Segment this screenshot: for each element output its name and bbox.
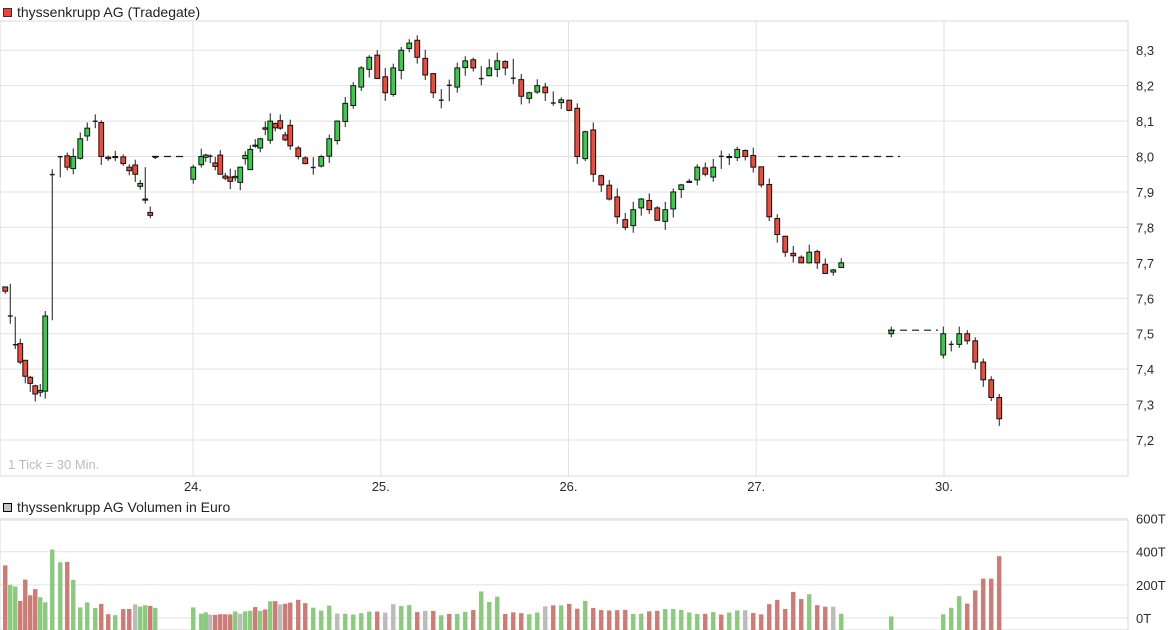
svg-text:8,0: 8,0 (1136, 150, 1154, 165)
svg-text:400T: 400T (1136, 545, 1166, 560)
svg-text:26.: 26. (559, 479, 577, 494)
svg-text:7,9: 7,9 (1136, 185, 1154, 200)
svg-text:27.: 27. (747, 479, 765, 494)
svg-text:7,5: 7,5 (1136, 327, 1154, 342)
svg-text:8,2: 8,2 (1136, 79, 1154, 94)
svg-text:7,2: 7,2 (1136, 433, 1154, 448)
svg-text:7,4: 7,4 (1136, 362, 1154, 377)
svg-text:0T: 0T (1136, 611, 1151, 626)
svg-text:7,3: 7,3 (1136, 398, 1154, 413)
svg-text:30.: 30. (935, 479, 953, 494)
svg-text:25.: 25. (372, 479, 390, 494)
svg-text:200T: 200T (1136, 578, 1166, 593)
svg-text:600T: 600T (1136, 512, 1166, 527)
svg-text:24.: 24. (184, 479, 202, 494)
svg-text:7,7: 7,7 (1136, 256, 1154, 271)
svg-text:8,3: 8,3 (1136, 43, 1154, 58)
svg-text:1 Tick = 30 Min.: 1 Tick = 30 Min. (8, 457, 99, 472)
svg-text:7,8: 7,8 (1136, 220, 1154, 235)
svg-text:8,1: 8,1 (1136, 114, 1154, 129)
svg-text:7,6: 7,6 (1136, 291, 1154, 306)
